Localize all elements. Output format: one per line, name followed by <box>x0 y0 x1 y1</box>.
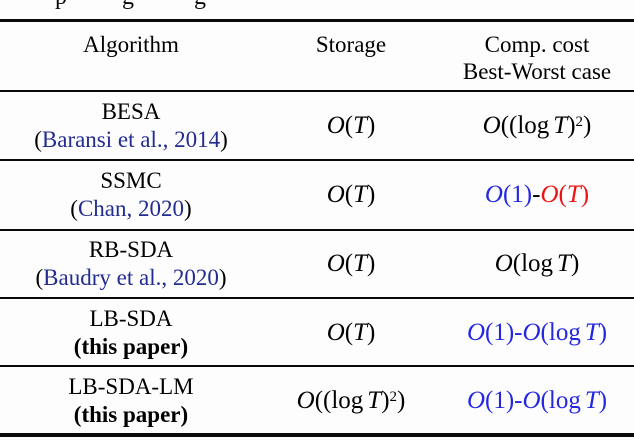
citation-paren-close: ) <box>184 196 192 221</box>
table-row-rule-2 <box>0 229 634 231</box>
table-header-rule <box>0 90 634 92</box>
algorithm-source: (this paper) <box>74 333 188 361</box>
caption-fragment-letter: g <box>122 0 134 9</box>
storage-cell: O((log T)2) <box>262 368 440 433</box>
table-row-rule-4 <box>0 365 634 367</box>
algorithm-cell: SSMC (Chan, 2020) <box>0 162 262 228</box>
table-row: LB-SDA-LM (this paper) O((log T)2) O(1)-O… <box>0 368 634 433</box>
storage-complexity: O(T) <box>326 318 376 346</box>
algorithm-name: SSMC <box>100 168 162 193</box>
comp-cost-segment: O((log T)2) <box>482 112 592 139</box>
caption-fragment-letter: g <box>194 0 206 9</box>
storage-cell: O(T) <box>262 231 440 297</box>
table-top-rule <box>0 19 634 22</box>
citation-paren-open: ( <box>70 196 78 221</box>
algorithm-cell: LB-SDA-LM (this paper) <box>0 368 262 433</box>
header-label-storage: Storage <box>315 32 387 57</box>
comp-cost-segment: O(log T) <box>494 250 580 277</box>
table-row: BESA (Baransi et al., 2014) O(T) O((log T… <box>0 93 634 159</box>
comp-cost-value: O(1)-O(log T) <box>467 387 607 415</box>
storage-complexity: O(T) <box>326 250 376 277</box>
header-label-best-worst-case: Best-Worst case <box>462 59 612 84</box>
storage-complexity: O(T) <box>326 181 376 208</box>
storage-cell: O(T) <box>262 93 440 159</box>
source-paren-close: ) <box>180 333 189 359</box>
citation-link[interactable]: Baransi et al., 2014 <box>41 127 221 152</box>
storage-cell: O(T) <box>262 300 440 365</box>
source-this-paper: this paper <box>81 401 181 427</box>
table-bottom-rule <box>0 433 634 437</box>
citation-link[interactable]: Baudry et al., 2020 <box>43 265 219 290</box>
comp-cost-cell: O(1)-O(log T) <box>440 300 634 365</box>
algorithm-name: LB-SDA-LM <box>68 373 194 399</box>
source-paren-open: ( <box>73 333 82 359</box>
table-row-rule-3 <box>0 297 634 299</box>
comp-cost-cell: O(1)-O(T) <box>440 162 634 228</box>
caption-fragment-letter: p <box>55 0 67 9</box>
header-label-comp-cost: Comp. cost <box>484 32 590 57</box>
source-this-paper: this paper <box>81 333 181 359</box>
algorithm-name: BESA <box>101 99 161 124</box>
algorithm-source: (Baransi et al., 2014) <box>34 126 228 154</box>
storage-complexity: O((log T)2) <box>296 386 406 414</box>
algorithm-source: (Chan, 2020) <box>70 195 191 223</box>
comp-cost-segment: O(1)-O(log T) <box>466 386 608 414</box>
storage-complexity: O(T) <box>326 112 376 139</box>
cropped-caption-fragment: p g g <box>0 0 634 9</box>
table-row: SSMC (Chan, 2020) O(T) O(1)-O(T) <box>0 162 634 228</box>
header-cell-storage: Storage <box>262 22 440 88</box>
comp-cost-value: O(1)-O(log T) <box>467 319 607 347</box>
table-row: LB-SDA (this paper) O(T) O(1)-O(log T) <box>0 300 634 365</box>
citation-paren-open: ( <box>34 127 42 152</box>
comp-cost-value: O((log T)2) <box>483 112 592 140</box>
algorithm-source: (Baudry et al., 2020) <box>36 264 227 292</box>
algorithm-cell: LB-SDA (this paper) <box>0 300 262 365</box>
storage-cell: O(T) <box>262 162 440 228</box>
source-paren-open: ( <box>73 401 82 427</box>
table-row-rule-1 <box>0 159 634 161</box>
comp-cost-cell: O(1)-O(log T) <box>440 368 634 433</box>
comp-cost-best: O(1) <box>484 181 533 208</box>
citation-link[interactable]: Chan, 2020 <box>77 196 185 221</box>
algorithm-source: (this paper) <box>74 401 188 429</box>
comp-cost-worst: O(T) <box>540 181 590 208</box>
comp-cost-value: O(1)-O(T) <box>485 181 589 209</box>
comp-cost-cell: O(log T) <box>440 231 634 297</box>
comp-cost-value: O(log T) <box>495 250 580 278</box>
header-cell-algorithm: Algorithm <box>0 22 262 88</box>
citation-paren-close: ) <box>218 265 227 290</box>
citation-paren-close: ) <box>220 127 228 152</box>
citation-paren-open: ( <box>35 265 44 290</box>
algorithm-name: LB-SDA <box>89 305 173 331</box>
header-label-algorithm: Algorithm <box>83 32 179 57</box>
header-cell-comp-cost: Comp. cost Best-Worst case <box>440 22 634 88</box>
source-paren-close: ) <box>180 401 189 427</box>
algorithm-cell: RB-SDA (Baudry et al., 2020) <box>0 231 262 297</box>
table-row: RB-SDA (Baudry et al., 2020) O(T) O(log T… <box>0 231 634 297</box>
table-header-row: Algorithm Storage Comp. cost Best-Worst … <box>0 22 634 88</box>
comp-cost-cell: O((log T)2) <box>440 93 634 159</box>
algorithm-name: RB-SDA <box>88 237 174 262</box>
comp-cost-segment: O(1)-O(log T) <box>466 318 608 346</box>
comp-cost-separator: - <box>532 181 541 208</box>
algorithm-cell: BESA (Baransi et al., 2014) <box>0 93 262 159</box>
